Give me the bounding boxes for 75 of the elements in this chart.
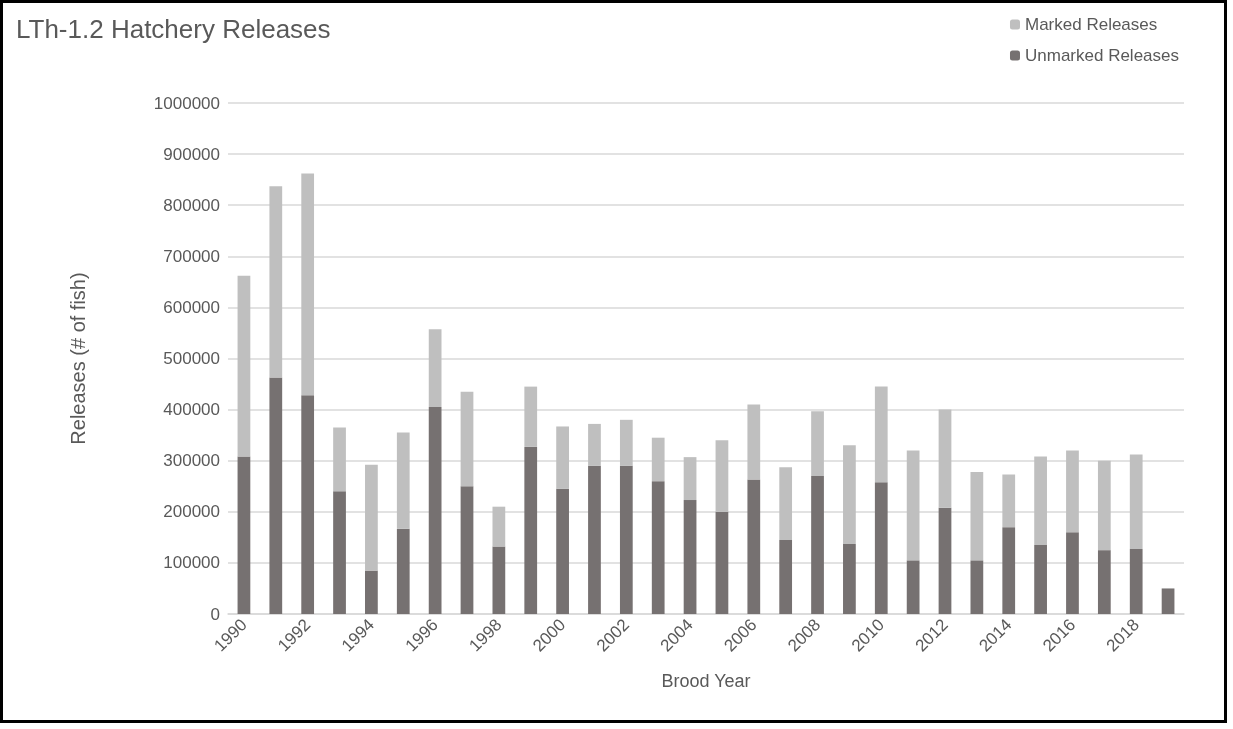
bar: [428, 329, 442, 408]
bar: [843, 543, 856, 614]
legend-label: Marked Releases: [1024, 15, 1158, 34]
bar: [396, 528, 410, 614]
bar: [237, 275, 251, 457]
bar: [333, 491, 346, 614]
y-tick-label: 700000: [163, 246, 220, 266]
bar: [524, 386, 538, 447]
x-axis-title: Brood Year: [661, 671, 751, 691]
bar: [715, 511, 729, 614]
bar: [1034, 545, 1047, 614]
bar: [269, 377, 283, 614]
bar: [1002, 527, 1016, 614]
y-tick-label: 400000: [163, 400, 220, 420]
bar: [651, 437, 665, 482]
bar: [1129, 454, 1143, 550]
bar: [683, 457, 697, 501]
bar: [524, 446, 538, 614]
bar: [428, 407, 442, 614]
bar: [492, 506, 506, 547]
bar: [460, 391, 474, 487]
bar: [460, 486, 474, 614]
bar: [588, 423, 601, 466]
bar: [874, 482, 888, 614]
bar: [492, 546, 506, 614]
y-tick-label: 500000: [163, 349, 220, 368]
y-tick-label: 800000: [163, 195, 220, 215]
y-tick-label: 1000000: [153, 93, 220, 113]
bar: [301, 395, 315, 614]
bar: [970, 560, 984, 614]
bar: [651, 481, 665, 614]
bar: [619, 465, 633, 614]
y-tick-label: 200000: [163, 502, 220, 522]
bar: [779, 539, 793, 614]
bar: [396, 432, 410, 529]
y-tick-label: 600000: [163, 297, 220, 317]
bar: [365, 570, 378, 614]
bar: [1034, 456, 1047, 546]
bar: [906, 450, 920, 561]
bar: [811, 476, 824, 614]
bar: [1066, 532, 1079, 614]
bar: [970, 471, 984, 561]
y-tick-label: 300000: [163, 451, 220, 471]
y-tick-label: 900000: [163, 144, 220, 164]
bar: [683, 500, 697, 614]
y-axis-title: Releases (# of fish): [67, 272, 89, 445]
bar: [1129, 549, 1143, 614]
bar: [1097, 550, 1111, 614]
bar: [938, 507, 952, 614]
bar: [237, 456, 251, 614]
bar: [843, 445, 856, 544]
bar: [588, 465, 601, 614]
bar: [556, 426, 569, 489]
bar: [811, 411, 824, 477]
bar: [1097, 460, 1111, 551]
bar: [269, 186, 283, 378]
bar: [747, 404, 761, 480]
bar: [747, 479, 761, 614]
bar: [938, 409, 952, 508]
bar: [1002, 474, 1016, 528]
bar: [715, 440, 729, 512]
bar: [619, 419, 633, 466]
y-tick-label: 0: [210, 604, 220, 624]
chart-title: LTh-1.2 Hatchery Releases: [16, 14, 331, 44]
legend-label: Unmarked Releases: [1024, 46, 1179, 65]
bar: [556, 488, 569, 614]
bar: [1161, 588, 1175, 614]
bar: [779, 467, 793, 540]
bar: [333, 427, 346, 492]
y-tick-label: 100000: [163, 553, 220, 573]
bar: [906, 560, 920, 614]
bar: [365, 464, 378, 571]
bar: [874, 386, 888, 483]
bar: [301, 173, 315, 396]
bar: [1066, 450, 1079, 533]
